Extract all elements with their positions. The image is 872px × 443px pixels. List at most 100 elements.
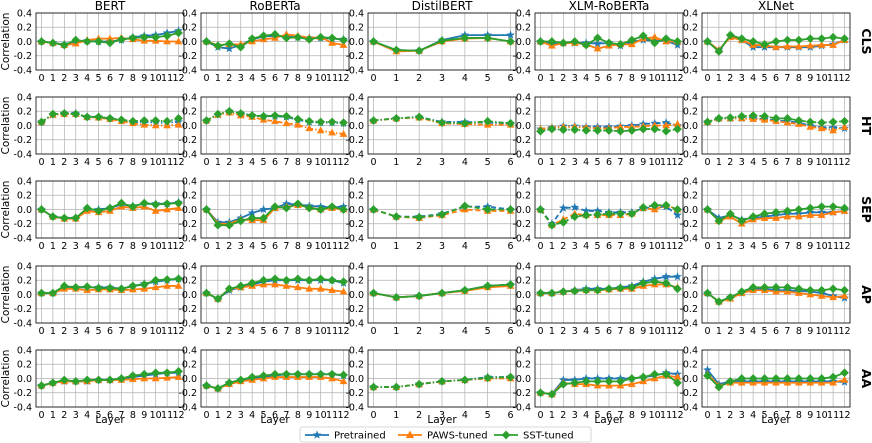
series-sst-tuned [536,200,682,230]
x-tick-label: 2 [416,157,422,168]
x-tick-label: 9 [306,241,312,252]
panel-aa-xlnet: -0.4-0.20.00.20.40 1 2 3 4 5 6 7 8 9 10 11 12 [679,345,850,421]
x-tick-label: 1 [50,241,56,252]
data-point [128,281,138,291]
data-point [293,283,302,291]
data-point [247,111,257,120]
y-tick-label: 0.0 [516,374,531,385]
data-point [581,210,591,220]
y-tick-label: 0.4 [17,176,32,187]
y-tick-label: -0.4 [512,233,531,244]
x-tick-label: 1 [716,73,722,84]
x-tick-label: 6 [507,157,513,168]
x-tick-label: 11 [326,326,338,337]
x-tick-label: 1 [716,326,722,337]
x-tick-label: 11 [161,157,173,168]
y-tick-label: 0.2 [17,107,32,118]
data-point [94,206,103,216]
panel-cls-xlm-roberta: -0.4-0.20.00.20.40 1 2 3 4 5 6 7 8 9 10 11 12 [512,8,683,84]
panel-cls-bert: -0.4-0.20.00.20.40 1 2 3 4 5 6 7 8 9 10 11 12 [13,8,184,84]
x-tick-label: 2 [727,326,733,337]
data-point [151,374,160,382]
column-title: BERT [95,0,126,13]
y-axis-label: Correlation [0,13,12,71]
x-tick-label: 7 [283,326,289,337]
x-tick-label: 3 [739,73,745,84]
x-tick-label: 11 [827,157,839,168]
data-point [714,216,724,226]
x-tick-label: 12 [337,326,349,337]
data-point [829,40,837,48]
data-point [570,202,580,212]
y-tick-label: 0.4 [182,345,197,356]
panel-frame [534,96,684,155]
series-sst-tuned [369,201,515,222]
y-axis-label: Correlation [0,350,12,408]
data-point [737,111,747,121]
data-point [794,374,804,383]
data-point [829,208,837,216]
x-tick-label: 8 [295,73,301,84]
data-point [270,369,280,379]
data-point [271,117,279,125]
data-point [236,42,246,52]
data-point [558,38,568,48]
data-point [627,35,637,45]
data-point [105,375,115,385]
data-point [59,40,69,50]
data-point [82,37,92,46]
x-tick-label: 10 [150,410,162,421]
data-point [650,200,660,210]
data-point [305,124,314,132]
data-point [304,116,314,126]
y-tick-label: 0.4 [182,261,197,272]
y-tick-label: 0.0 [349,205,364,216]
x-tick-label: 4 [750,326,756,337]
x-tick-label: 3 [572,241,578,252]
y-tick-label: 0.2 [17,23,32,34]
x-tick-label: 1 [215,157,221,168]
data-point [558,125,568,135]
series-sst-tuned [369,33,515,56]
x-tick-label: 2 [560,157,566,168]
y-tick-label: -0.2 [178,135,197,146]
x-tick-label: 10 [649,157,661,168]
data-point [202,205,211,214]
panel-frame [701,12,851,71]
x-tick-label: 5 [96,326,102,337]
data-point [703,37,712,46]
data-point [829,378,837,386]
data-point [282,203,291,213]
data-point [593,33,602,43]
data-point [117,198,126,208]
data-point [151,32,161,42]
x-tick-label: 4 [84,326,90,337]
x-tick-label: 0 [370,241,376,252]
panel-ht-bert: -0.4-0.20.00.20.40 1 2 3 4 5 6 7 8 9 10 11 12 [13,92,184,168]
y-tick-label: -0.4 [345,318,364,329]
x-tick-label: 3 [238,326,244,337]
data-point [369,205,378,214]
y-tick-label: -0.2 [512,135,531,146]
data-point [536,37,545,46]
data-point [105,203,115,213]
data-point [327,33,337,43]
data-point [638,278,648,288]
data-point [414,379,424,389]
x-tick-label: 2 [560,241,566,252]
y-tick-label: -0.2 [178,51,197,62]
y-tick-label: -0.4 [345,65,364,76]
data-point [151,121,160,129]
y-tick-label: 0.0 [516,290,531,301]
data-point [139,198,149,208]
x-tick-label: 8 [130,410,136,421]
x-tick-label: 5 [96,241,102,252]
y-tick-label: 0.2 [182,191,197,202]
y-tick-label: -0.2 [512,388,531,399]
y-tick-label: -0.4 [679,402,698,413]
x-tick-label: 7 [617,410,623,421]
series-sst-tuned [536,124,682,136]
data-point [369,382,378,392]
x-tick-label: 7 [283,157,289,168]
